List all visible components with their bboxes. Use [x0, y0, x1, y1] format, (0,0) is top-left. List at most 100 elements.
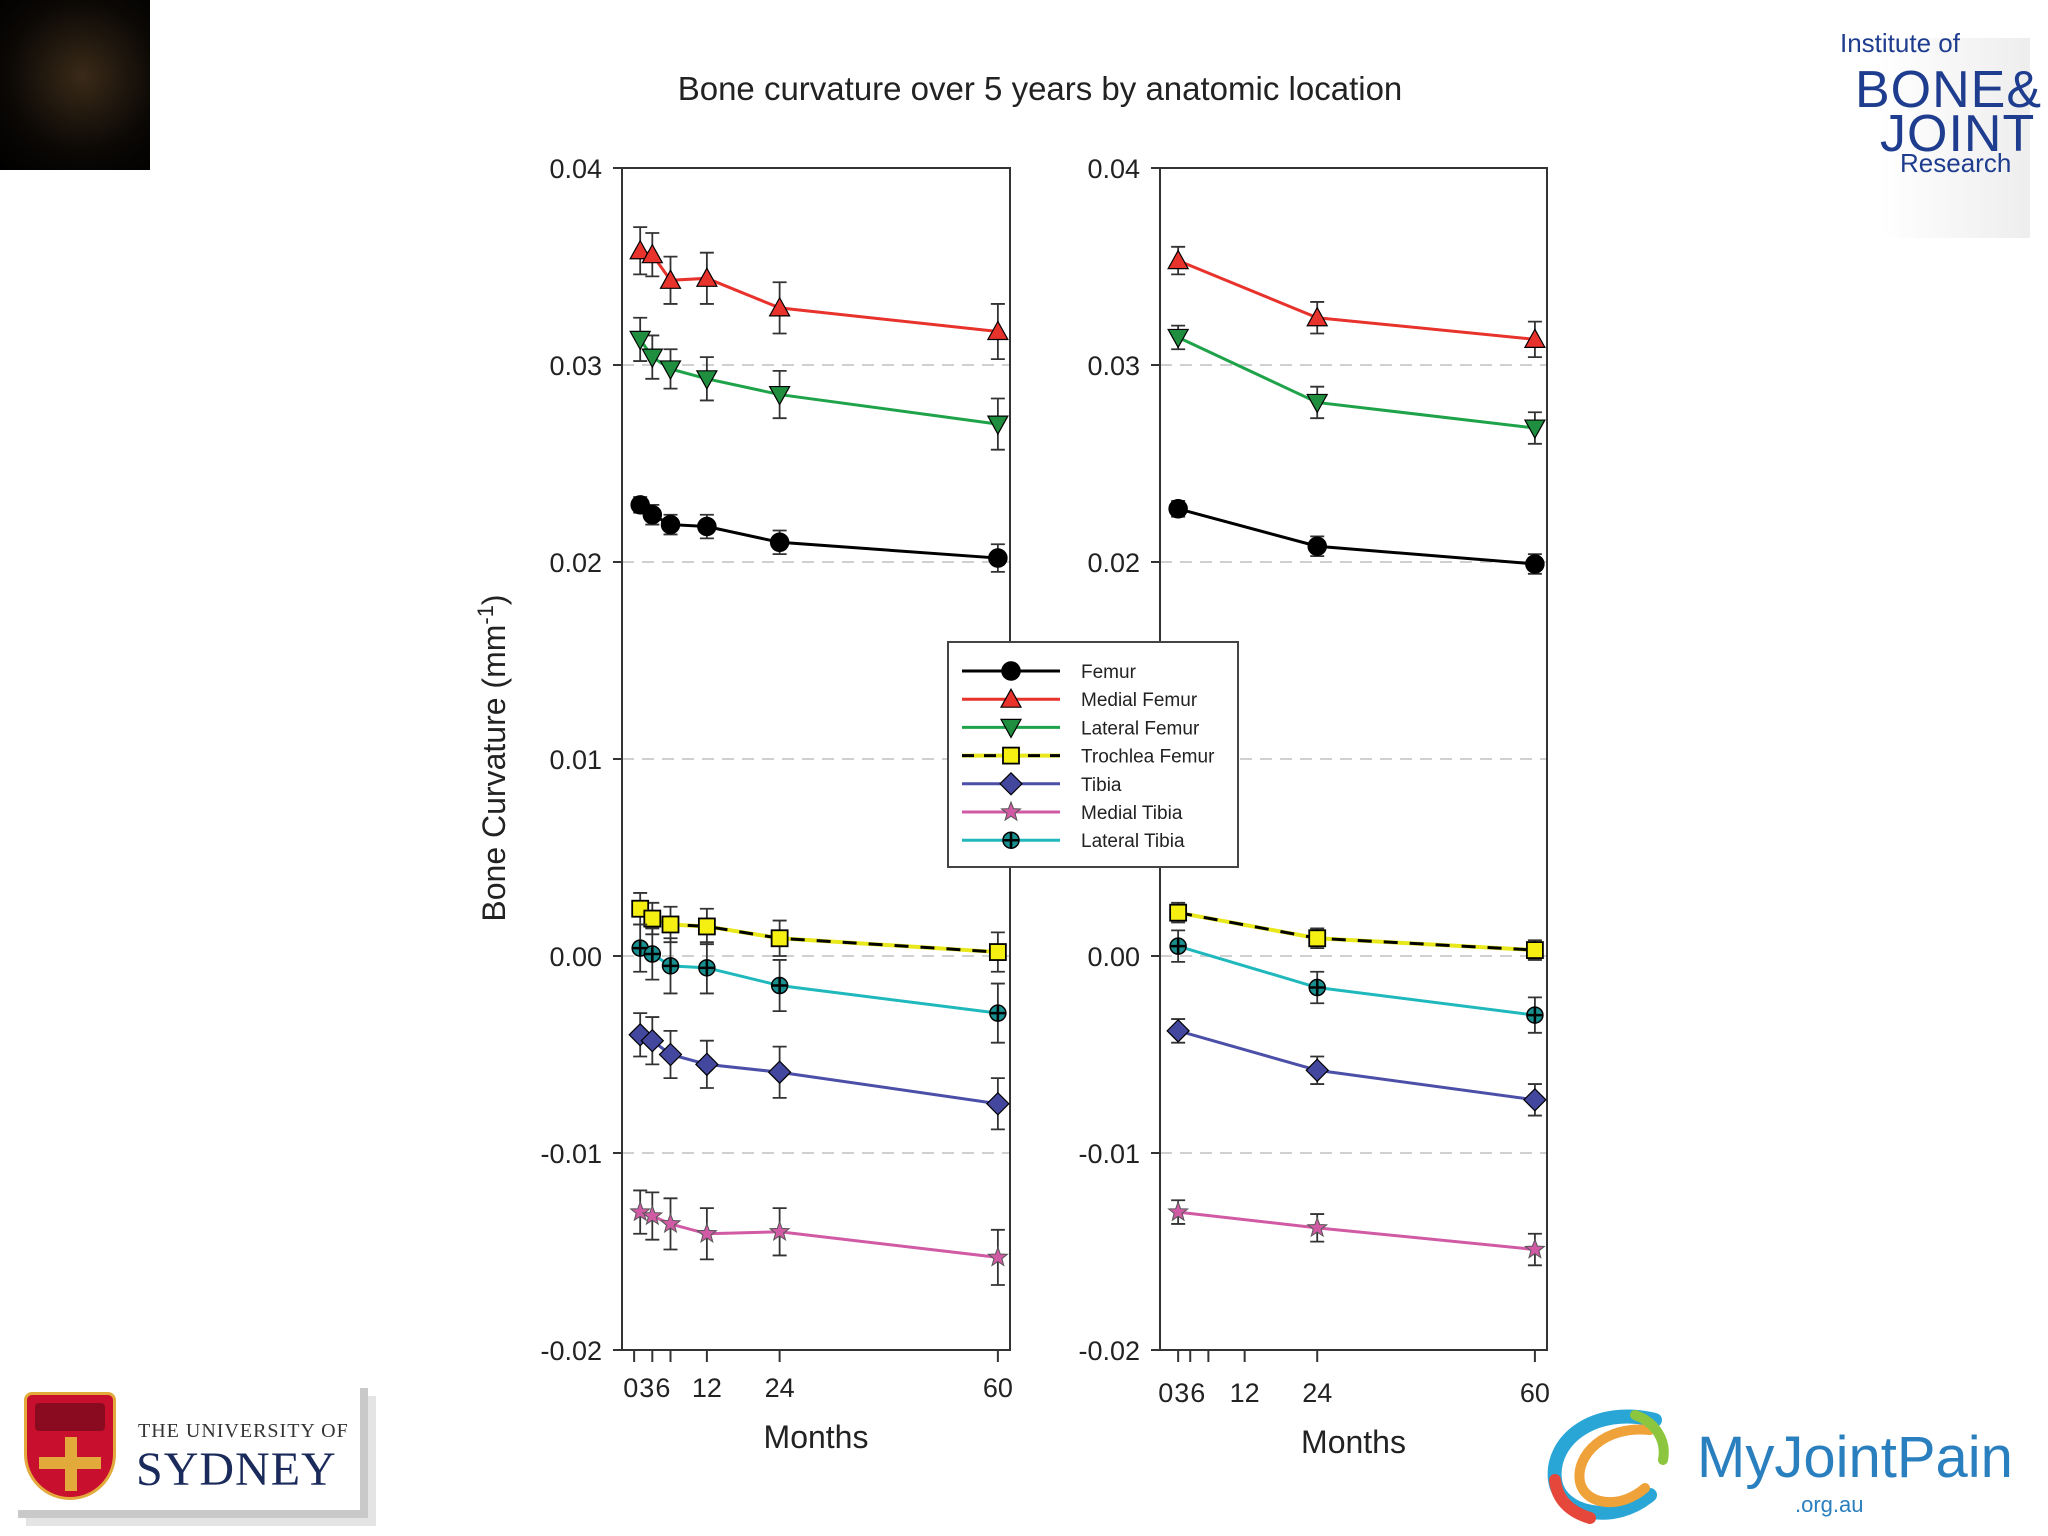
- panel-left-ytick-label: 0.03: [549, 351, 602, 381]
- panel-right-point-femur: [1307, 536, 1327, 556]
- panel-left-point-lateral-tibia: [989, 1004, 1007, 1022]
- legend-label-femur: Femur: [1081, 662, 1137, 683]
- panel-left-point-trochlea-femur: [988, 943, 1007, 961]
- usyd-logo-line1: THE UNIVERSITY OF: [138, 1420, 349, 1442]
- panel-left-xtick-label: 60: [983, 1373, 1013, 1403]
- panel-right-point-lateral-tibia: [1169, 937, 1187, 955]
- panel-left-point-lateral-tibia-cross: [771, 977, 788, 994]
- panel-left-point-trochlea-femur: [661, 915, 680, 934]
- myjointpain-text: MyJointPain: [1697, 1425, 2013, 1490]
- panel-right-point-trochlea-femur: [1526, 941, 1544, 959]
- panel-left-point-lateral-femur: [768, 385, 791, 406]
- panel-right-point-femur: [1168, 499, 1188, 519]
- panel-left-line-tibia: [639, 1033, 999, 1106]
- panel-left-point-tibia: [767, 1060, 792, 1085]
- panel-left-point-femur: [988, 548, 1008, 568]
- panel-left-point-lateral-femur: [986, 415, 1009, 436]
- myjointpain-swirl-icon: [1547, 1409, 1669, 1524]
- panel-left-line-trochlea-femur: [638, 907, 999, 955]
- legend-marker-femur: [1001, 661, 1021, 681]
- usyd-logo: THE UNIVERSITY OF SYDNEY: [10, 1380, 360, 1510]
- panel-left-point-lateral-tibia: [643, 945, 662, 963]
- panel-left-xtick-label: 24: [765, 1373, 795, 1403]
- panel-left-point-lateral-tibia-cross: [632, 940, 649, 957]
- panel-left-point-medial-femur: [986, 320, 1009, 341]
- legend-marker-lateral-femur: [999, 718, 1023, 739]
- panel-left-point-tibia: [640, 1028, 665, 1053]
- yaxis-label: Bone Curvature (mm-1): [473, 594, 512, 921]
- legend-label-trochlea-femur: Trochlea Femur: [1081, 747, 1215, 768]
- panel-left-point-medial-femur: [641, 243, 664, 264]
- panel-left-point-tibia: [658, 1042, 683, 1067]
- yaxis-label-main: Bone Curvature (mm: [476, 625, 512, 922]
- legend-marker-tibia: [999, 771, 1023, 796]
- panel-left-point-lateral-femur: [695, 370, 718, 391]
- panel-right-line-trochlea-femur: [1177, 910, 1536, 953]
- legend-label-medial-tibia: Medial Tibia: [1081, 803, 1183, 824]
- panel-right-point-lateral-tibia: [1308, 978, 1326, 997]
- myjointpain-sub: .org.au: [1795, 1492, 1864, 1517]
- panel-left-point-medial-femur: [768, 296, 791, 317]
- yaxis-label-sup: -1: [473, 605, 498, 625]
- usyd-logo-line2: SYDNEY: [136, 1443, 337, 1496]
- panel-right-point-lateral-femur: [1523, 419, 1546, 440]
- panel-right-line-tibia: [1177, 1029, 1536, 1102]
- panel-left-point-medial-femur: [695, 267, 718, 287]
- panel-right-line-lateral-femur: [1177, 336, 1536, 430]
- panel-left-point-medial-tibia: [659, 1212, 682, 1234]
- panel-right-point-lateral-femur: [1167, 328, 1190, 349]
- legend-marker-trochlea-femur: [1002, 746, 1020, 765]
- panel-right-point-trochlea-femur: [1308, 929, 1327, 948]
- panel-right-point-medial-tibia: [1524, 1238, 1546, 1259]
- panel-right-xtick-label: 60: [1520, 1378, 1550, 1408]
- legend-label-medial-femur: Medial Femur: [1081, 690, 1198, 711]
- panel-left-point-medial-tibia: [768, 1220, 791, 1242]
- ibjr-logo: Institute of BONE& JOINT Research: [1830, 18, 2041, 238]
- panel-right-point-medial-femur: [1306, 306, 1329, 327]
- panel-left-point-femur: [769, 532, 790, 553]
- panel-right-point-trochlea-femur: [1169, 903, 1188, 922]
- panel-left-point-femur: [642, 504, 663, 525]
- panel-left-ytick-label: 0.00: [549, 942, 602, 972]
- panel-right-xtick-label: 24: [1302, 1378, 1332, 1408]
- panel-right-point-tibia: [1523, 1087, 1547, 1112]
- panel-left-ytick-label: -0.02: [540, 1336, 602, 1366]
- ibjr-logo-line1: Institute of: [1840, 28, 1960, 58]
- panel-right-point-medial-femur: [1523, 328, 1546, 348]
- panel-right-point-tibia: [1305, 1058, 1330, 1083]
- panel-right-ytick-label: 0.00: [1087, 942, 1140, 972]
- panel-right-xtick-label-group: 036: [1158, 1378, 1206, 1408]
- panel-right-ytick-label: 0.04: [1087, 154, 1140, 184]
- panel-left-point-medial-tibia: [641, 1204, 664, 1226]
- panel-left-point-medial-femur: [629, 239, 652, 260]
- panel-left-point-tibia: [695, 1052, 719, 1077]
- panel-right-ytick-label: 0.02: [1087, 548, 1140, 578]
- panel-left-point-medial-femur: [659, 269, 682, 289]
- panel-right-point-medial-tibia: [1306, 1216, 1329, 1238]
- panel-left-xtick-label-group: 036: [623, 1373, 671, 1403]
- panel-left-ytick-label: 0.01: [549, 745, 602, 775]
- ibjr-logo-line3: JOINT: [1880, 105, 2036, 163]
- panel-right-point-lateral-femur: [1306, 393, 1329, 414]
- panel-left-ytick-label: -0.01: [540, 1139, 602, 1169]
- panel-right-line-medial-tibia: [1177, 1210, 1536, 1252]
- panel-right-line-dash-trochlea-femur: [1177, 911, 1535, 952]
- panel-right-xtick-label: 12: [1230, 1378, 1260, 1408]
- panel-left-xtick-label: 12: [692, 1373, 722, 1403]
- panel-left-ytick-label: 0.04: [549, 154, 602, 184]
- legend-label-tibia: Tibia: [1081, 775, 1122, 796]
- panel-left-point-lateral-tibia-cross: [989, 1005, 1006, 1022]
- legend-label-lateral-femur: Lateral Femur: [1081, 718, 1200, 739]
- panel-right-line-medial-femur: [1177, 259, 1536, 341]
- panel-right-point-tibia: [1166, 1019, 1190, 1043]
- panel-left-point-lateral-tibia: [770, 976, 789, 995]
- myjointpain-logo: MyJointPain .org.au: [1535, 1400, 2035, 1530]
- panel-right-point-lateral-tibia-cross: [1309, 979, 1326, 996]
- panel-left-point-lateral-femur: [641, 348, 664, 369]
- legend-label-lateral-tibia: Lateral Tibia: [1081, 831, 1185, 852]
- panel-left-point-lateral-femur: [659, 360, 682, 381]
- panel-left-point-trochlea-femur: [697, 917, 716, 936]
- panel-left-point-trochlea-femur: [770, 929, 789, 948]
- panel-right-point-lateral-tibia: [1526, 1006, 1544, 1024]
- legend-marker-lateral-tibia-cross: [1003, 832, 1019, 849]
